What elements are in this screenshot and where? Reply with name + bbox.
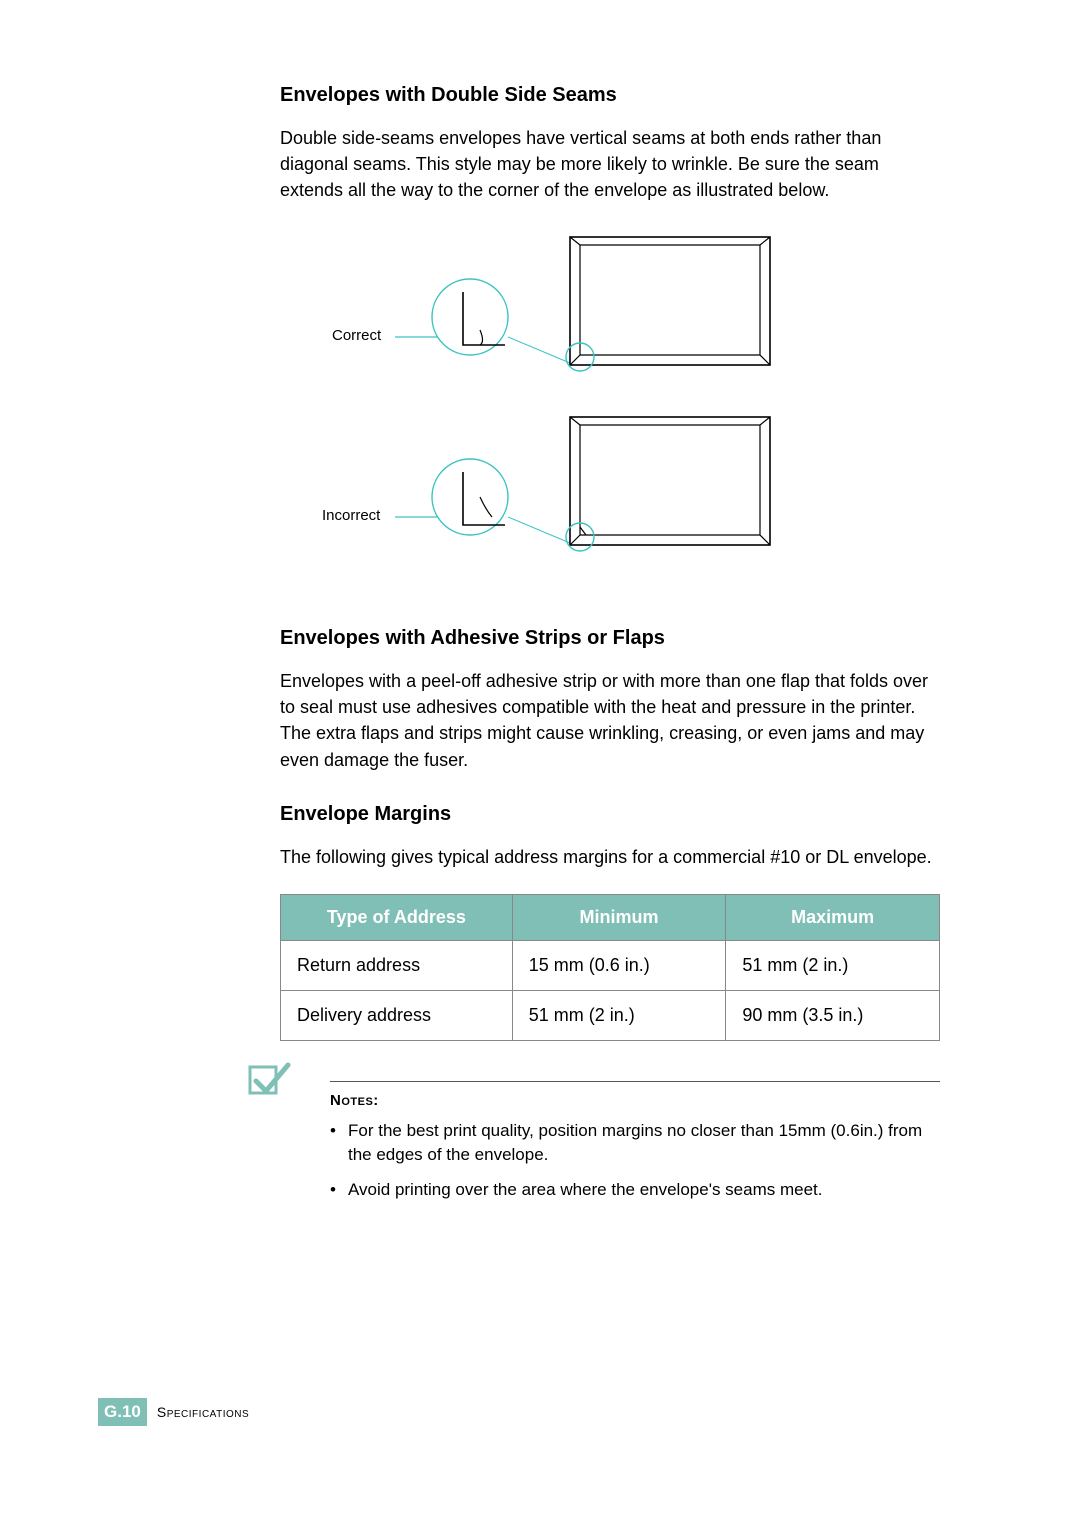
cell-min: 15 mm (0.6 in.) <box>512 940 726 990</box>
notes-heading: Notes: <box>330 1092 940 1109</box>
table-header-row: Type of Address Minimum Maximum <box>281 894 940 940</box>
list-item: Avoid printing over the area where the e… <box>330 1178 940 1203</box>
list-item: For the best print quality, position mar… <box>330 1119 940 1168</box>
notes-block: Notes: For the best print quality, posit… <box>280 1081 940 1203</box>
notes-rule <box>330 1081 940 1082</box>
cell-max: 51 mm (2 in.) <box>726 940 940 990</box>
col-type: Type of Address <box>281 894 513 940</box>
cell-type: Delivery address <box>281 990 513 1040</box>
col-max: Maximum <box>726 894 940 940</box>
cell-max: 90 mm (3.5 in.) <box>726 990 940 1040</box>
cell-type: Return address <box>281 940 513 990</box>
diagram-label-incorrect: Incorrect <box>322 507 380 524</box>
page-footer: G.10 Specifications <box>98 1398 249 1426</box>
diagram-label-correct: Correct <box>332 327 381 344</box>
paragraph-margins: The following gives typical address marg… <box>280 844 940 870</box>
page-number: 10 <box>122 1402 141 1421</box>
table-row: Return address 15 mm (0.6 in.) 51 mm (2 … <box>281 940 940 990</box>
page-number-badge: G.10 <box>98 1398 147 1426</box>
section-code: G. <box>104 1402 122 1421</box>
table-row: Delivery address 51 mm (2 in.) 90 mm (3.… <box>281 990 940 1040</box>
notes-list: For the best print quality, position mar… <box>330 1119 940 1203</box>
paragraph-double-seams: Double side-seams envelopes have vertica… <box>280 125 940 203</box>
heading-double-seams: Envelopes with Double Side Seams <box>280 84 940 107</box>
paragraph-adhesive: Envelopes with a peel-off adhesive strip… <box>280 668 940 772</box>
margins-table: Type of Address Minimum Maximum Return a… <box>280 894 940 1041</box>
margins-table-wrap: Type of Address Minimum Maximum Return a… <box>280 894 940 1041</box>
checkmark-icon <box>248 1061 292 1105</box>
page-content: Envelopes with Double Side Seams Double … <box>0 0 1080 1203</box>
heading-adhesive: Envelopes with Adhesive Strips or Flaps <box>280 627 940 650</box>
heading-margins: Envelope Margins <box>280 803 940 826</box>
seam-diagram: Correct Incorrect <box>280 227 940 587</box>
cell-min: 51 mm (2 in.) <box>512 990 726 1040</box>
col-min: Minimum <box>512 894 726 940</box>
seam-diagram-svg <box>280 227 940 587</box>
footer-label: Specifications <box>157 1404 249 1420</box>
